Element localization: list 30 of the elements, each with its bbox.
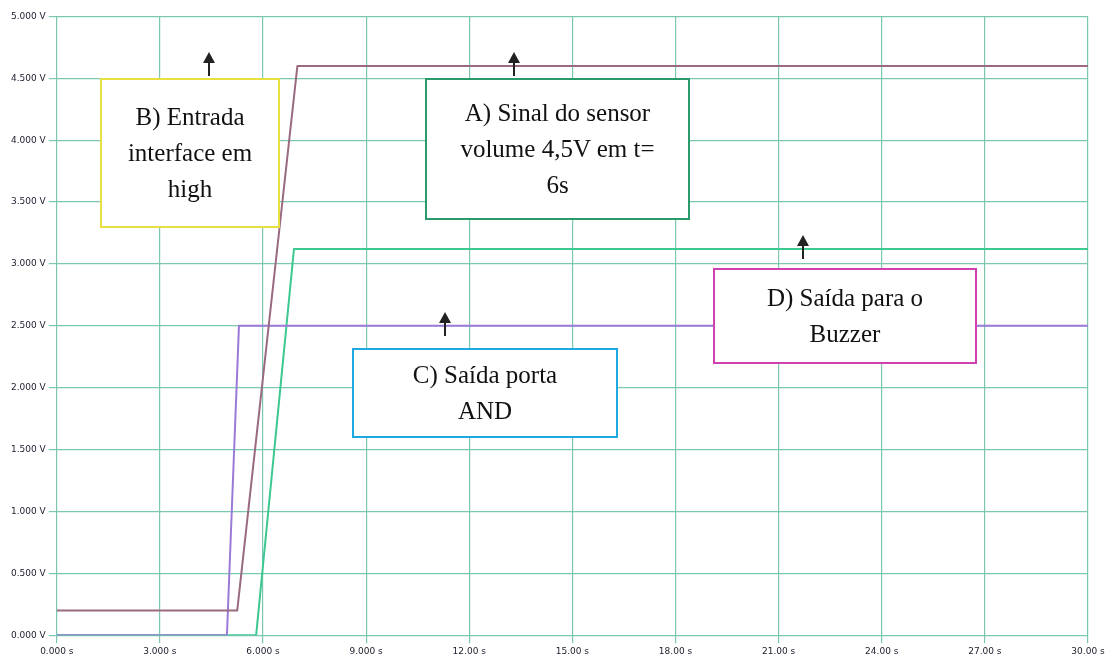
- annotation: A) Sinal do sensor volume 4,5V em t= 6s: [459, 98, 656, 200]
- y-tick-label: 1.500 V: [10, 443, 47, 454]
- y-tick-label: 1.000 V: [10, 505, 47, 516]
- x-tick-label: 3.000 s: [143, 645, 177, 656]
- y-tick-label: 4.000 V: [10, 134, 47, 145]
- y-tick-label: 4.500 V: [10, 72, 47, 83]
- y-tick-label: 0.500 V: [10, 567, 47, 578]
- annotation: B) Entrada interface em high: [126, 102, 254, 204]
- y-tick-label: 0.000 V: [10, 629, 47, 640]
- annotation: C) Saída porta AND: [411, 360, 559, 426]
- y-tick-label: 5.000 V: [10, 10, 47, 21]
- text-box: D) Saída para o Buzzer: [713, 268, 977, 364]
- x-tick-label: 9.000 s: [349, 645, 384, 656]
- y-tick-label: 2.500 V: [10, 320, 47, 331]
- annotation: D) Saída para o Buzzer: [765, 283, 925, 349]
- y-tick-label: 3.000 V: [10, 258, 47, 269]
- x-tick-label: 0.000 s: [40, 645, 74, 656]
- text-box: B) Entrada interface em high: [100, 78, 280, 228]
- y-tick-label: 2.000 V: [10, 382, 47, 393]
- y-tick-label: 3.500 V: [10, 196, 47, 207]
- x-tick-label: 21.00 s: [761, 645, 796, 656]
- x-tick-label: 6.000 s: [246, 645, 280, 656]
- text-box: C) Saída porta AND: [352, 348, 618, 438]
- text-box: A) Sinal do sensor volume 4,5V em t= 6s: [425, 78, 690, 220]
- x-tick-label: 24.00 s: [865, 645, 899, 656]
- x-tick-label: 27.00 s: [968, 645, 1002, 656]
- x-tick-label: 18.00 s: [658, 645, 693, 656]
- x-tick-label: 12.00 s: [452, 645, 487, 656]
- x-tick-label: 15.00 s: [555, 645, 590, 656]
- x-tick-label: 30.00 s: [1071, 645, 1105, 656]
